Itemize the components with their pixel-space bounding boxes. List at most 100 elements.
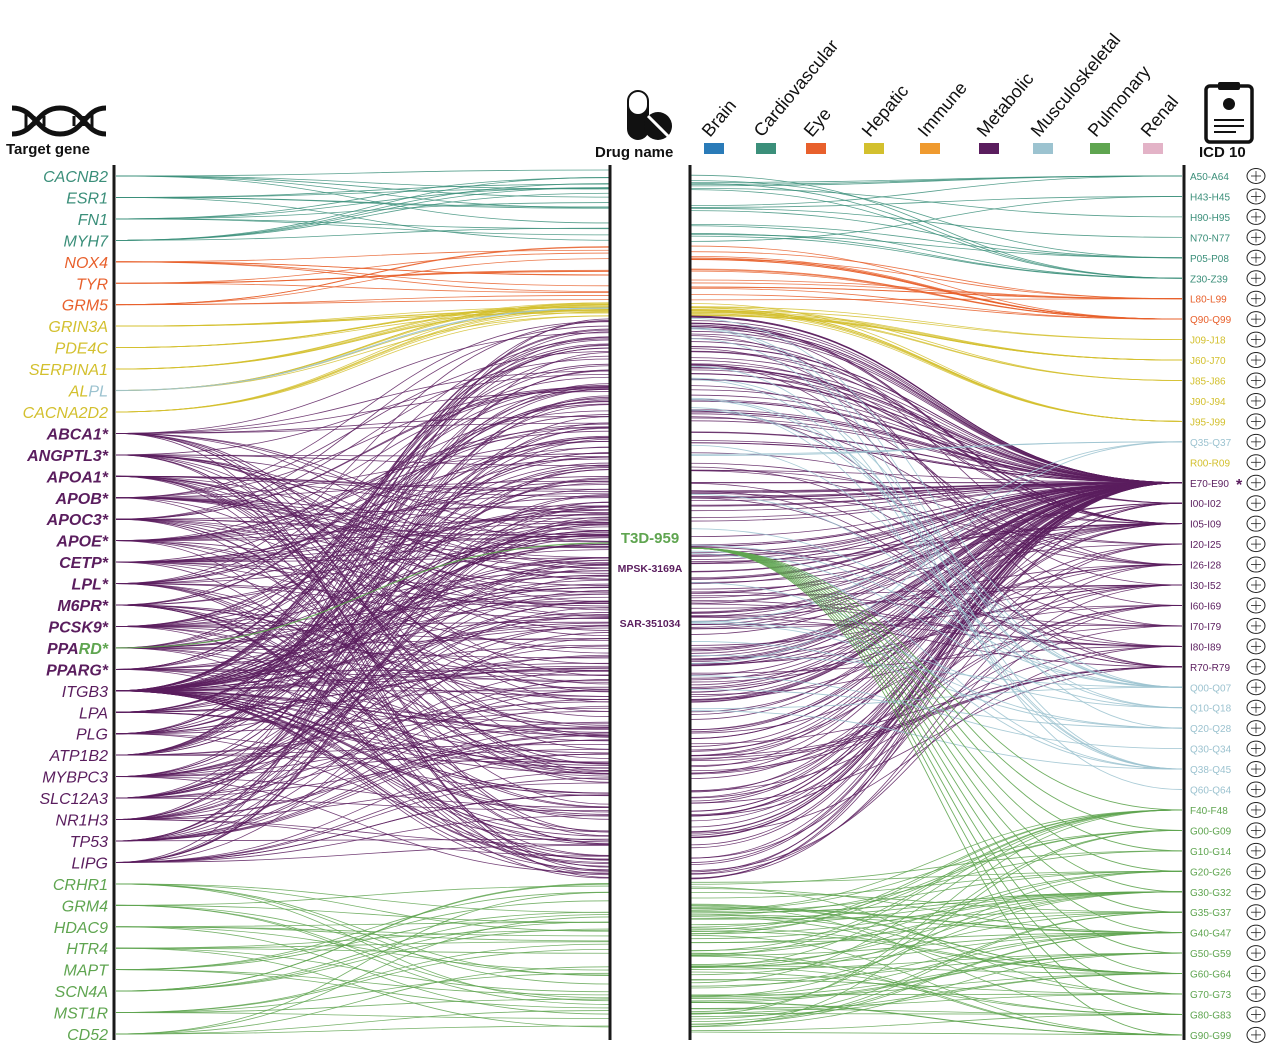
flow-line bbox=[689, 251, 1183, 300]
flow-line bbox=[689, 666, 1183, 804]
gene-label-tp53: TP53 bbox=[70, 834, 108, 851]
flow-line bbox=[115, 705, 611, 842]
icd-label-g60-g64: G60-G64 bbox=[1190, 970, 1232, 981]
flow-line bbox=[115, 583, 611, 619]
icd-label-i26-i28: I26-I28 bbox=[1190, 561, 1222, 572]
flow-line bbox=[689, 470, 1183, 484]
flow-line bbox=[689, 907, 1183, 934]
flow-line bbox=[689, 620, 1183, 709]
nerve-icon bbox=[1246, 1026, 1266, 1043]
nerve-icon bbox=[1246, 842, 1266, 859]
flow-line bbox=[689, 547, 1183, 811]
flow-line bbox=[689, 870, 1183, 955]
flow-line bbox=[689, 223, 1183, 259]
flow-line bbox=[115, 542, 611, 649]
flow-line bbox=[689, 490, 1183, 668]
flow-line bbox=[115, 583, 611, 692]
flow-line bbox=[689, 523, 1183, 667]
flow-line bbox=[689, 315, 1183, 361]
flow-line bbox=[115, 948, 611, 1013]
flow-line bbox=[689, 809, 1183, 967]
gene-label-mst1r: MST1R bbox=[54, 1006, 109, 1023]
flow-line bbox=[689, 482, 1183, 556]
gene-label-grm4: GRM4 bbox=[62, 898, 108, 915]
flow-line bbox=[115, 557, 611, 713]
flow-line bbox=[115, 575, 611, 649]
flow-line bbox=[689, 547, 1183, 995]
flow-line bbox=[115, 506, 611, 842]
flow-line bbox=[689, 482, 1183, 865]
legend-label-renal: Renal bbox=[1137, 92, 1183, 141]
nerve-icon bbox=[1246, 986, 1266, 1002]
flow-line bbox=[689, 547, 1183, 852]
flow-line bbox=[115, 883, 611, 1002]
flow-line bbox=[115, 464, 611, 735]
flow-line bbox=[689, 641, 1183, 729]
flow-line bbox=[689, 830, 1183, 1027]
gene-label-angptl3: ANGPTL3* bbox=[26, 448, 109, 465]
uterus-icon bbox=[1246, 270, 1266, 287]
gene-label-apoa1: APOA1* bbox=[46, 469, 109, 486]
flow-line bbox=[689, 175, 1183, 187]
flow-line bbox=[115, 574, 611, 670]
flow-line bbox=[115, 638, 611, 842]
flow-line bbox=[115, 336, 611, 692]
clipboard-report-icon bbox=[1204, 82, 1254, 144]
flow-line bbox=[115, 369, 611, 756]
flow-line bbox=[115, 929, 611, 949]
kidney-icon bbox=[1246, 781, 1266, 798]
flow-line bbox=[689, 891, 1183, 989]
gene-label-slc12a3: SLC12A3 bbox=[40, 791, 109, 808]
flow-line bbox=[689, 258, 1183, 320]
flow-line bbox=[115, 892, 611, 1035]
gene-label-pcsk9: PCSK9* bbox=[48, 619, 108, 636]
flow-line bbox=[115, 542, 611, 777]
flow-line bbox=[689, 547, 1183, 872]
flow-line bbox=[115, 304, 611, 391]
flow-line bbox=[689, 441, 1183, 664]
icd-label-q90-q99: Q90-Q99 bbox=[1190, 315, 1232, 326]
flow-line bbox=[689, 830, 1183, 932]
flow-line bbox=[115, 331, 611, 735]
flow-line bbox=[115, 926, 611, 1015]
nerve-icon bbox=[1246, 822, 1266, 839]
flow-line bbox=[115, 1025, 611, 1035]
gene-label-mapt: MAPT bbox=[64, 963, 110, 980]
flow-line bbox=[115, 669, 611, 820]
drug-label-t3d-959: T3D-959 bbox=[621, 530, 679, 547]
flow-line bbox=[115, 197, 611, 241]
gene-label-myh7: MYH7 bbox=[64, 233, 110, 250]
flow-line bbox=[115, 365, 611, 692]
nerve-icon bbox=[1246, 924, 1266, 941]
flow-line bbox=[689, 175, 1183, 207]
flow-line bbox=[115, 475, 611, 868]
flow-line bbox=[115, 815, 611, 863]
icd-label-i80-i89: I80-I89 bbox=[1190, 642, 1222, 653]
flow-line bbox=[115, 926, 611, 937]
lungs-icon bbox=[1246, 556, 1266, 573]
flow-line bbox=[689, 1013, 1183, 1015]
flow-line bbox=[115, 218, 611, 236]
flow-line bbox=[115, 904, 611, 923]
legend-swatch-cardiovascular bbox=[756, 143, 776, 154]
icd-label-j85-j86: J85-J86 bbox=[1190, 377, 1226, 388]
flow-line bbox=[689, 952, 1183, 981]
flow-line bbox=[115, 414, 611, 627]
gene-label-tyr: TYR bbox=[76, 276, 108, 293]
flow-line bbox=[115, 481, 611, 563]
flow-line bbox=[689, 605, 1183, 665]
flow-line bbox=[115, 332, 611, 434]
flow-line bbox=[115, 916, 611, 1035]
icd-label-g30-g32: G30-G32 bbox=[1190, 888, 1232, 899]
flow-line bbox=[689, 675, 1183, 750]
flow-line bbox=[689, 932, 1183, 1025]
flow-line bbox=[115, 520, 611, 820]
flow-line bbox=[115, 797, 611, 812]
gene-label-nr1h3: NR1H3 bbox=[56, 813, 109, 830]
flow-line bbox=[689, 462, 1183, 545]
flow-line bbox=[115, 495, 611, 842]
flow-line bbox=[115, 900, 611, 971]
flow-line bbox=[115, 891, 611, 971]
flow-line bbox=[115, 502, 611, 692]
lungs-icon bbox=[1246, 372, 1266, 389]
